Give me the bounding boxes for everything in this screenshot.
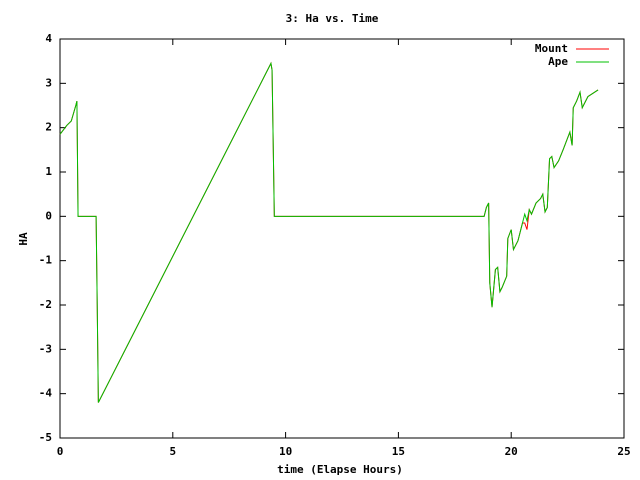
chart-title: 3: Ha vs. Time bbox=[286, 12, 379, 25]
series-line bbox=[59, 61, 599, 403]
y-tick-label: 0 bbox=[45, 209, 52, 222]
y-tick-label: -4 bbox=[39, 387, 53, 400]
y-axis-label: HA bbox=[17, 232, 30, 246]
y-tick-label: 1 bbox=[45, 165, 52, 178]
x-axis-label: time (Elapse Hours) bbox=[277, 463, 403, 476]
y-tick-label: -5 bbox=[39, 431, 52, 444]
x-tick-label: 25 bbox=[617, 445, 630, 458]
x-tick-label: 5 bbox=[169, 445, 176, 458]
y-tick-label: 3 bbox=[45, 76, 52, 89]
series-line bbox=[59, 61, 599, 403]
y-tick-label: 4 bbox=[45, 32, 52, 45]
y-tick-label: -1 bbox=[39, 254, 53, 267]
x-tick-label: 10 bbox=[279, 445, 292, 458]
plot-frame bbox=[59, 38, 625, 439]
x-tick-label: 15 bbox=[392, 445, 405, 458]
x-tick-label: 0 bbox=[57, 445, 64, 458]
y-tick-label: -3 bbox=[39, 342, 52, 355]
x-tick-label: 20 bbox=[505, 445, 518, 458]
legend-label: Ape bbox=[548, 55, 568, 68]
y-tick-label: 2 bbox=[45, 121, 52, 134]
y-tick-label: -2 bbox=[39, 298, 52, 311]
legend-label: Mount bbox=[535, 42, 568, 55]
